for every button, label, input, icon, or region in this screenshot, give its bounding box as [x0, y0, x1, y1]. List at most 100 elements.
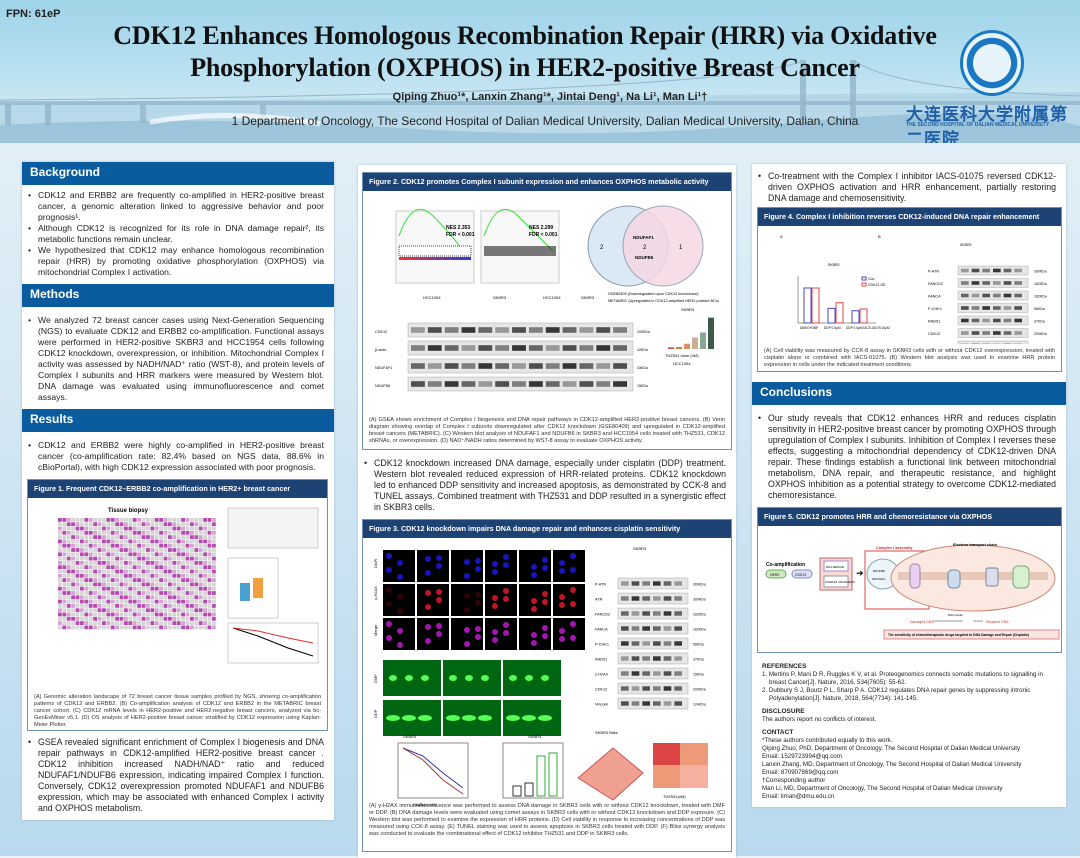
oncoprint-cell: [128, 583, 132, 587]
oncoprint-cell: [89, 608, 93, 612]
cell-nucleus: [436, 597, 442, 603]
oncoprint-cell: [181, 548, 185, 552]
oncoprint-cell: [142, 595, 146, 599]
oncoprint-cell: [172, 540, 176, 544]
oncoprint-cell: [98, 574, 102, 578]
oncoprint-cell: [115, 565, 119, 569]
cell-nucleus: [425, 638, 431, 644]
oncoprint-cell: [194, 583, 198, 587]
oncoprint-cell: [89, 621, 93, 625]
oncoprint-cell: [98, 587, 102, 591]
oncoprint-cell: [137, 527, 141, 531]
oncoprint-cell: [181, 540, 185, 544]
cell-nucleus: [425, 590, 431, 596]
oncoprint-cell: [186, 570, 190, 574]
blot-band: [478, 327, 492, 333]
oncoprint-cell: [137, 604, 141, 608]
oncoprint-cell: [124, 587, 128, 591]
oncoprint-cell: [142, 518, 146, 522]
oncoprint-cell: [89, 591, 93, 595]
oncoprint-cell: [177, 544, 181, 548]
oncoprint-cell: [181, 570, 185, 574]
cell-nucleus: [559, 628, 565, 634]
oncoprint-cell: [93, 583, 97, 587]
contact-line[interactable]: Email: liman@dmu.edu.cn: [762, 793, 1058, 801]
blot-band: [664, 626, 672, 630]
oncoprint-cell: [67, 578, 71, 582]
blot-kda: 300KDa: [693, 598, 706, 602]
blot-band: [632, 596, 640, 600]
oncoprint-cell: [172, 548, 176, 552]
oncoprint-cell: [120, 552, 124, 556]
oncoprint-cell: [208, 583, 212, 587]
oncoprint-cell: [203, 613, 207, 617]
oncoprint-cell: [168, 583, 172, 587]
methods-list: We analyzed 72 breast cancer cases using…: [22, 315, 334, 403]
blot-band: [993, 269, 1001, 273]
oncoprint-cell: [71, 600, 75, 604]
oncoprint-cell: [128, 613, 132, 617]
oncoprint-cell: [58, 583, 62, 587]
results-header: Results: [22, 409, 334, 432]
cell-nucleus: [531, 572, 537, 578]
oncoprint-cell: [159, 626, 163, 630]
affiliation: 1 Department of Oncology, The Second Hos…: [120, 114, 970, 128]
oncoprint-cell: [84, 587, 88, 591]
oncoprint-cell: [177, 518, 181, 522]
oncoprint-cell: [62, 595, 66, 599]
oncoprint-cell: [172, 518, 176, 522]
contact-line[interactable]: Email: 1529723994@qq.com: [762, 753, 1058, 761]
blot-band: [642, 656, 650, 660]
oncoprint-cell: [142, 535, 146, 539]
blot-band: [664, 581, 672, 585]
oncoprint-cell: [111, 604, 115, 608]
blot-band: [972, 294, 980, 298]
blot-band: [495, 381, 509, 387]
figure-4: Figure 4. Complex I inhibition reverses …: [757, 207, 1062, 372]
bar: [836, 303, 843, 323]
blot-band: [982, 281, 990, 285]
oncoprint-cell: [208, 608, 212, 612]
oncoprint-cell: [115, 574, 119, 578]
oncoprint-cell: [212, 522, 216, 526]
cell-nucleus: [542, 633, 548, 639]
blot-band: [462, 345, 476, 351]
oncoprint-cell: [199, 621, 203, 625]
oncoprint-grid: [58, 518, 216, 629]
oncoprint-cell: [67, 522, 71, 526]
oncoprint-cell: [124, 621, 128, 625]
cell-nucleus: [436, 631, 442, 637]
chart-title: SKBR3 Bliss: [595, 730, 618, 735]
oncoprint-cell: [80, 595, 84, 599]
cell-line-label: SKBR3: [581, 295, 595, 300]
oncoprint-cell: [168, 535, 172, 539]
oncoprint-cell: [102, 570, 106, 574]
comet: [465, 675, 473, 681]
oncoprint-cell: [181, 574, 185, 578]
oncoprint-cell: [133, 617, 137, 621]
oncoprint-cell: [111, 548, 115, 552]
oncoprint-cell: [80, 604, 84, 608]
oncoprint-cell: [76, 522, 80, 526]
oncoprint-cell: [150, 587, 154, 591]
chart-title: SKBR3: [960, 243, 972, 247]
oncoprint-cell: [67, 608, 71, 612]
oncoprint-cell: [80, 600, 84, 604]
oncoprint-cell: [111, 608, 115, 612]
cell-nucleus: [475, 592, 481, 598]
oncoprint-cell: [128, 617, 132, 621]
oncoprint-cell: [93, 557, 97, 561]
oncoprint-cell: [84, 540, 88, 544]
oncoprint-cell: [194, 531, 198, 535]
oncoprint-cell: [62, 535, 66, 539]
oncoprint-cell: [93, 570, 97, 574]
oncoprint-cell: [62, 574, 66, 578]
blot-band: [621, 686, 629, 690]
venn-legend: GSE80409 (Downregulated upon CDK12 knock…: [608, 292, 699, 296]
oncoprint-cell: [76, 535, 80, 539]
oncoprint-cell: [194, 570, 198, 574]
oncoprint-cell: [168, 600, 172, 604]
oncoprint-cell: [208, 540, 212, 544]
contact-line[interactable]: Email: 870907869@qq.com: [762, 769, 1058, 777]
blot-band: [972, 306, 980, 310]
